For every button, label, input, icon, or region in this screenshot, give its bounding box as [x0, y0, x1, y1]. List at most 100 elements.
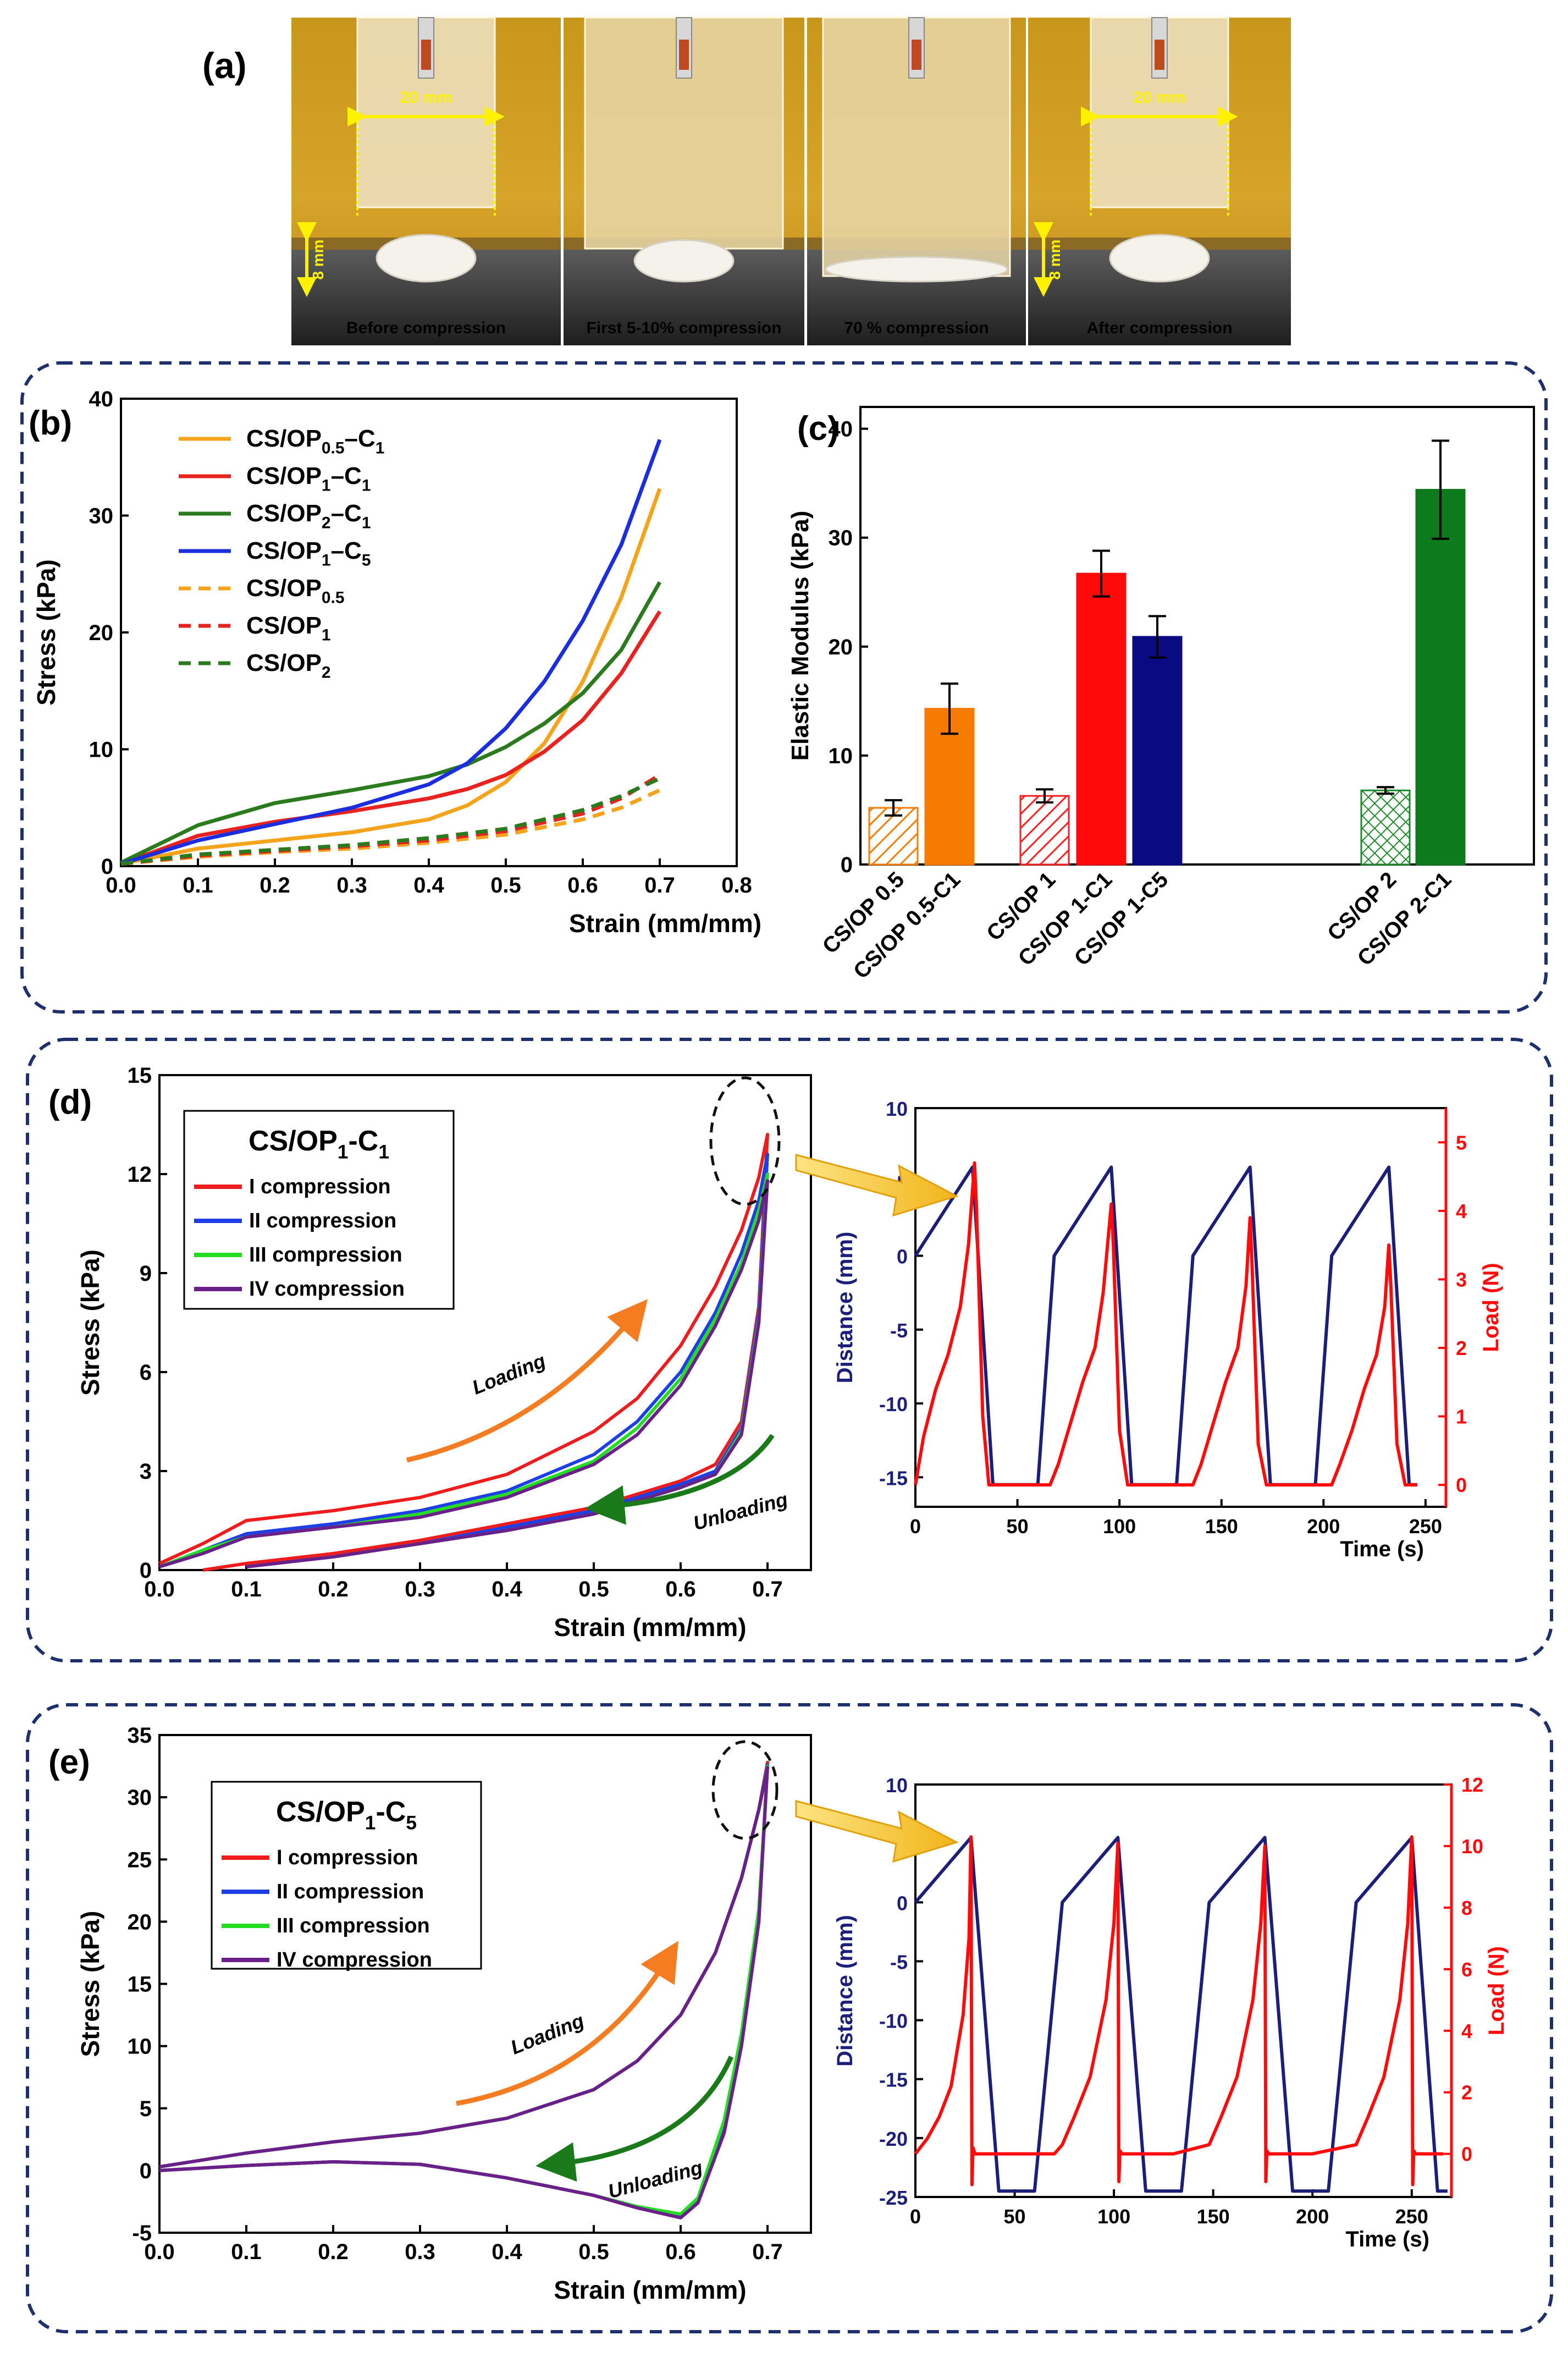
y-tick-label: -25 [879, 2187, 908, 2209]
y-tick-label: -5 [890, 1951, 908, 1973]
x-tick-label: 0.5 [578, 2240, 609, 2264]
y-axis-label: Elastic Modulus (kPa) [787, 511, 814, 761]
y-axis-label: Stress (kPa) [76, 1249, 104, 1396]
y-tick-label: -15 [879, 2069, 908, 2091]
subscript: 1 [378, 1142, 389, 1163]
y2-tick-label: 6 [1461, 1958, 1472, 1981]
scaffold-sample [825, 256, 1008, 283]
bar [1076, 572, 1127, 866]
peak-highlight-d [709, 1076, 781, 1206]
panel-b-label: (b) [29, 404, 72, 442]
panel-a-label: (a) [202, 45, 247, 86]
y-tick-label: 15 [128, 1973, 152, 1997]
x-tick-label: 0.7 [752, 1577, 783, 1601]
x-tick-label: 200 [1307, 1515, 1340, 1538]
x-tick-label: 0.4 [413, 873, 444, 897]
text-span: CS/OP [246, 612, 322, 639]
x-tick-label: 0.4 [492, 1577, 522, 1601]
plot-frame [158, 1074, 812, 1571]
y2-tick-label: 2 [1461, 2081, 1472, 2104]
y-tick-label: -5 [132, 2221, 152, 2245]
subscript: 5 [362, 551, 371, 569]
y2-tick-label: 5 [1456, 1131, 1467, 1154]
y-tick-label: 3 [140, 1460, 152, 1484]
text-span: CS/OP [249, 1125, 338, 1157]
legend-label: I compression [249, 1175, 391, 1198]
bar [1019, 795, 1070, 866]
x-tick-label: 0.0 [106, 873, 136, 897]
x-tick-label: 0.7 [644, 873, 675, 897]
x-tick-label: 250 [1409, 1515, 1442, 1538]
legend-label: III compression [277, 1914, 430, 1937]
text-span: –C [345, 425, 376, 452]
photo-2: First 5-10% compression [564, 16, 804, 345]
photo-3: 70 % compression [807, 16, 1026, 345]
y-tick-label: 12 [128, 1163, 152, 1187]
subscript: 1 [322, 551, 331, 569]
y-tick-label: 0 [140, 2159, 152, 2183]
subscript: 5 [406, 1813, 417, 1834]
load-line [914, 1161, 1417, 1487]
x-tick-label: 0.2 [318, 1577, 349, 1601]
x-tick-label: 0.3 [336, 873, 367, 897]
peak-highlight-e [711, 1740, 779, 1840]
series-line [120, 488, 662, 866]
text-span: CS/OP [276, 1796, 365, 1828]
x-axis-label: Strain (mm/mm) [569, 909, 761, 938]
x-axis-label: Strain (mm/mm) [554, 2276, 746, 2304]
x-tick-label: 0.8 [721, 873, 752, 897]
y-tick-label: 30 [829, 526, 853, 550]
y-axis-label: Stress (kPa) [76, 1911, 104, 2057]
chart-e: 0.0 0.1 0.2 0.3 0.4 0.5 0.6 0.7-505101520253035… [48, 1723, 812, 2304]
y2-tick-label: 0 [1456, 1474, 1467, 1496]
subscript: 2 [322, 514, 331, 532]
x-tick-label: 200 [1296, 2205, 1329, 2228]
y-tick-label: 0 [140, 1559, 152, 1583]
y2-tick-label: 4 [1456, 1200, 1467, 1222]
scaffold-sample [633, 239, 735, 283]
legend-label: II compression [277, 1880, 424, 1903]
legend-label: CS/OP2 [246, 649, 331, 681]
y-axis-label: Distance (mm) [833, 1232, 857, 1384]
x-tick-label: 0 [910, 1515, 921, 1538]
subscript: 1 [322, 626, 331, 644]
panel-label: (d) [48, 1083, 92, 1121]
legend-box [211, 1781, 482, 1970]
subscript: 1 [376, 439, 385, 457]
y-tick-label: 10 [829, 744, 853, 768]
y-tick-label: 10 [886, 1098, 908, 1120]
bar [1132, 636, 1183, 866]
x-tick-label: 0.5 [578, 1577, 609, 1601]
subscript: 1 [362, 476, 371, 494]
x-tick-label: 150 [1197, 2205, 1230, 2228]
text-span: CS/OP [246, 575, 322, 602]
panel-bc-frame [20, 361, 1548, 1014]
y-tick-label: 0 [897, 1892, 908, 1914]
y-tick-label: 0 [101, 855, 113, 879]
text-span: CS/OP [246, 500, 322, 527]
y-tick-label: 25 [128, 1848, 152, 1872]
bar [1360, 789, 1411, 866]
plunger-tip [679, 40, 689, 70]
x-tick-label: 0.3 [405, 2240, 435, 2264]
y-tick-label: 5 [140, 2097, 152, 2121]
series-line [120, 777, 661, 866]
x-tick-label: 50 [1007, 1515, 1029, 1538]
legend-label: CS/OP0.5 [246, 575, 345, 607]
x-tick-label: 0.3 [405, 1577, 435, 1601]
subscript: 2 [322, 663, 331, 681]
loading-label: Loading [507, 2009, 587, 2058]
scaffold-sample [1109, 234, 1210, 283]
y-axis-label: Distance (mm) [833, 1915, 857, 2067]
y-tick-label: 40 [89, 387, 114, 411]
x-tick-label: 0.1 [231, 1577, 262, 1601]
subscript: 1 [362, 514, 371, 532]
legend-label: CS/OP2–C1 [246, 500, 371, 532]
x-tick-label: 100 [1097, 2205, 1130, 2228]
legend-label: CS/OP1–C1 [246, 462, 371, 494]
subscript: 0.5 [322, 588, 345, 607]
text-span: –C [331, 537, 362, 564]
